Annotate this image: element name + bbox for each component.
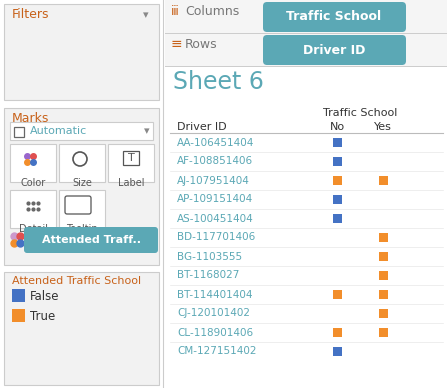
Text: AJ-107951404: AJ-107951404	[177, 175, 250, 185]
Bar	[0, 0, 163, 388]
Text: Tooltip: Tooltip	[66, 224, 98, 234]
FancyBboxPatch shape	[24, 227, 158, 253]
FancyBboxPatch shape	[263, 35, 406, 65]
Text: AF-108851406: AF-108851406	[177, 156, 253, 166]
Bar	[379, 271, 388, 280]
Text: No: No	[329, 122, 345, 132]
Bar	[379, 252, 388, 261]
Bar	[4, 4, 159, 100]
Bar	[12, 309, 25, 322]
Bar	[123, 151, 139, 165]
Text: Color: Color	[21, 178, 46, 188]
Text: BG-1103555: BG-1103555	[177, 251, 242, 262]
Text: False: False	[30, 289, 59, 303]
Text: Traffic School: Traffic School	[323, 108, 397, 118]
Text: AA-106451404: AA-106451404	[177, 137, 254, 147]
Bar	[10, 190, 56, 228]
Text: Traffic School: Traffic School	[287, 10, 382, 24]
Bar	[12, 289, 25, 302]
Text: BD-117701406: BD-117701406	[177, 232, 255, 242]
Bar	[379, 290, 388, 299]
Text: Columns: Columns	[185, 5, 239, 18]
Text: AS-100451404: AS-100451404	[177, 213, 254, 223]
Text: ▾: ▾	[144, 126, 150, 136]
Bar	[379, 233, 388, 242]
Bar	[165, 0, 447, 66]
Bar	[59, 144, 105, 182]
Text: Marks: Marks	[12, 112, 49, 125]
Text: Attended Traffic School: Attended Traffic School	[12, 276, 141, 286]
Text: Filters: Filters	[12, 8, 50, 21]
Bar	[4, 272, 159, 385]
Text: Driver ID: Driver ID	[303, 43, 365, 57]
Text: CM-127151402: CM-127151402	[177, 346, 257, 357]
Bar	[165, 66, 447, 388]
Bar	[333, 290, 342, 299]
Text: Size: Size	[72, 178, 92, 188]
Bar	[333, 176, 342, 185]
Text: Label: Label	[118, 178, 144, 188]
Text: Rows: Rows	[185, 38, 218, 51]
Text: CJ-120101402: CJ-120101402	[177, 308, 250, 319]
Text: True: True	[30, 310, 55, 322]
Bar	[108, 144, 154, 182]
Bar	[379, 176, 388, 185]
Bar	[4, 108, 159, 265]
Text: AP-109151404: AP-109151404	[177, 194, 253, 204]
Text: Detail: Detail	[18, 224, 47, 234]
Bar	[10, 144, 56, 182]
Text: Automatic: Automatic	[30, 126, 87, 136]
Bar	[333, 157, 342, 166]
Text: ▾: ▾	[143, 10, 149, 20]
Text: BT-1168027: BT-1168027	[177, 270, 240, 281]
Bar	[10, 122, 153, 140]
Text: CL-118901406: CL-118901406	[177, 327, 253, 338]
Bar	[379, 309, 388, 318]
Bar	[333, 138, 342, 147]
Text: T: T	[128, 153, 135, 163]
Bar	[379, 328, 388, 337]
Bar	[333, 328, 342, 337]
Text: ⅲ: ⅲ	[171, 5, 179, 18]
Text: BT-114401404: BT-114401404	[177, 289, 253, 300]
Bar	[333, 347, 342, 356]
Text: ≡: ≡	[171, 37, 183, 51]
Text: Yes: Yes	[374, 122, 392, 132]
Text: Sheet 6: Sheet 6	[173, 70, 264, 94]
FancyBboxPatch shape	[263, 2, 406, 32]
Text: Attended Traff..: Attended Traff..	[42, 235, 140, 245]
Bar	[333, 214, 342, 223]
Text: Driver ID: Driver ID	[177, 122, 227, 132]
Bar	[59, 190, 105, 228]
Bar	[333, 195, 342, 204]
Bar	[14, 127, 24, 137]
